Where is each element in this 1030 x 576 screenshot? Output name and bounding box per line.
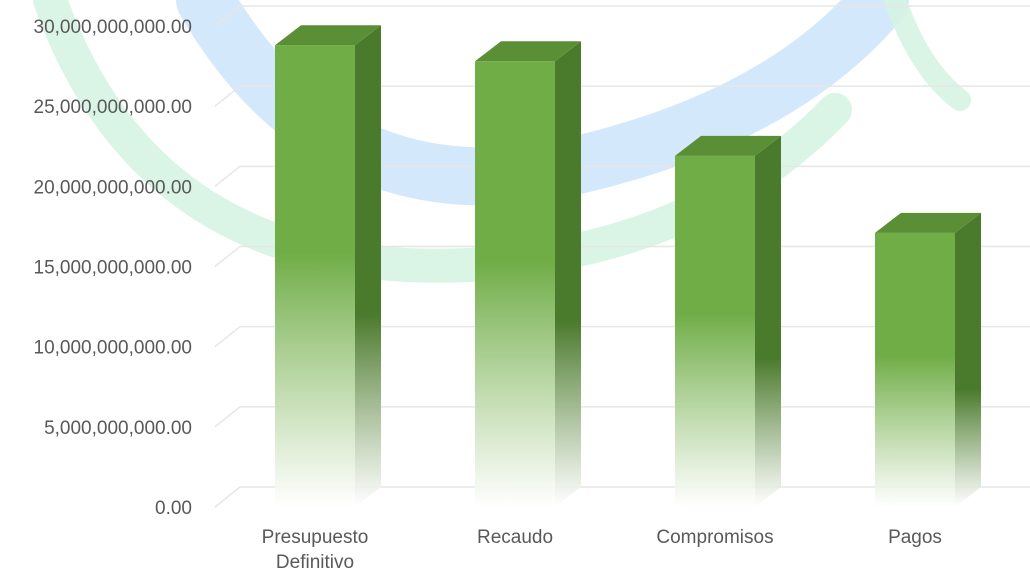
bar-side — [355, 25, 381, 508]
y-tick-label: 30,000,000,000.00 — [34, 17, 193, 38]
bar-front — [475, 61, 555, 507]
y-tick-label: 10,000,000,000.00 — [34, 338, 193, 359]
y-axis: 0.00 5,000,000,000.00 10,000,000,000.00 15,… — [34, 17, 193, 519]
bar-top — [875, 212, 981, 233]
bar-top — [475, 41, 581, 62]
bars — [275, 25, 981, 508]
bar-top — [275, 25, 381, 46]
x-tick-label: Presupuesto Definitivo — [262, 527, 369, 573]
bar-top — [675, 135, 781, 156]
bar — [475, 41, 581, 507]
x-tick-label: Compromisos — [656, 527, 773, 548]
y-tick-label: 25,000,000,000.00 — [34, 97, 193, 118]
x-axis: Presupuesto Definitivo Recaudo Compromisos P… — [262, 527, 942, 573]
y-tick-label: 15,000,000,000.00 — [34, 258, 193, 279]
bar-side — [755, 135, 781, 507]
x-tick-label: Recaudo — [477, 527, 553, 548]
bar-front — [275, 45, 355, 508]
gridline — [214, 5, 1030, 27]
bar-front — [875, 232, 955, 507]
gridline — [214, 85, 1030, 107]
bar — [675, 135, 781, 507]
y-tick-label: 0.00 — [155, 498, 192, 519]
watermark-teal-arc — [884, 0, 971, 111]
bar-side — [955, 212, 981, 507]
gridlines — [214, 5, 1030, 508]
y-tick-label: 5,000,000,000.00 — [44, 418, 192, 439]
x-tick-label: Pagos — [888, 527, 942, 548]
bar — [875, 212, 981, 507]
bar — [275, 25, 381, 508]
bar-side — [555, 41, 581, 507]
y-tick-label: 20,000,000,000.00 — [34, 177, 193, 198]
bar-front — [675, 155, 755, 507]
